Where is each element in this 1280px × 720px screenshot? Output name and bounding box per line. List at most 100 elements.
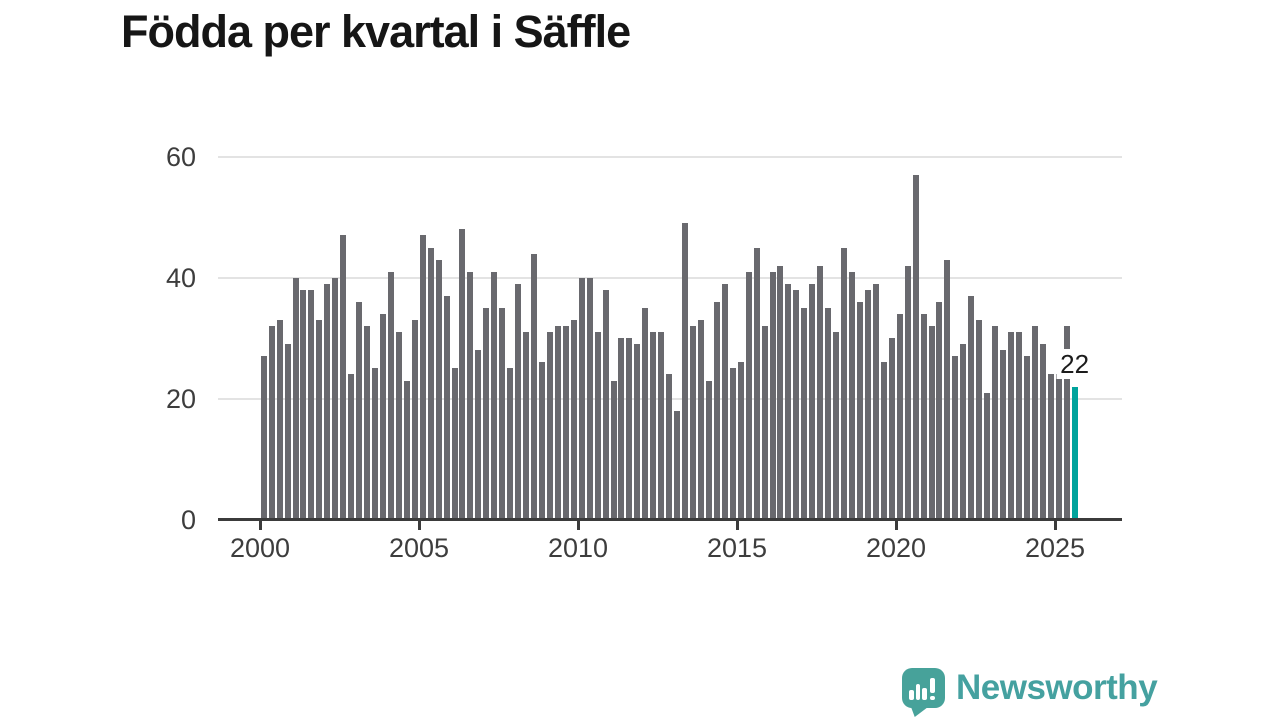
bar-2017-q1 bbox=[801, 308, 808, 520]
newsworthy-logo-text: Newsworthy bbox=[956, 668, 1158, 707]
bar-2004-q1 bbox=[387, 271, 394, 520]
bar-2001-q2 bbox=[300, 289, 307, 520]
bar-2003-q4 bbox=[379, 314, 386, 520]
x-axis-label-2010: 2010 bbox=[547, 533, 609, 563]
bar-2020-q1 bbox=[896, 314, 903, 520]
bar-2019-q4 bbox=[888, 338, 895, 520]
bar-2010-q2 bbox=[586, 277, 593, 520]
bar-2004-q4 bbox=[411, 320, 418, 520]
bar-2016-q4 bbox=[793, 289, 800, 520]
gridline-40 bbox=[218, 276, 1122, 279]
bar-2023-q4 bbox=[1015, 332, 1022, 520]
x-axis-label-2015: 2015 bbox=[706, 533, 768, 563]
bar-2007-q1 bbox=[483, 308, 490, 520]
x-axis-label-2000: 2000 bbox=[229, 533, 291, 563]
bar-2018-q2 bbox=[841, 247, 848, 520]
bar-2020-q4 bbox=[920, 314, 927, 520]
bar-2023-q3 bbox=[1008, 332, 1014, 520]
bar-2017-q3 bbox=[817, 265, 824, 520]
bar-2021-q1 bbox=[928, 326, 935, 520]
logo-mini-bar-2 bbox=[915, 684, 920, 700]
gridline-60 bbox=[218, 155, 1122, 158]
y-axis-label-20: 20 bbox=[165, 383, 196, 414]
bar-2011-q1 bbox=[610, 380, 617, 520]
bar-2025-q1 bbox=[1055, 374, 1062, 520]
bar-2002-q4 bbox=[348, 374, 355, 520]
x-axis-tick-2010 bbox=[576, 521, 580, 530]
bar-2009-q1 bbox=[546, 332, 553, 520]
bar-2016-q3 bbox=[785, 283, 792, 520]
bar-2011-q3 bbox=[626, 338, 633, 520]
logo-mini-bar-1 bbox=[909, 690, 914, 700]
bar-2006-q3 bbox=[467, 271, 474, 520]
bar-2012-q3 bbox=[658, 332, 665, 520]
bar-2000-q4 bbox=[284, 344, 291, 520]
bar-2021-q4 bbox=[952, 356, 959, 520]
x-axis-line bbox=[218, 518, 1122, 521]
bar-2002-q3 bbox=[340, 235, 347, 520]
bar-2013-q2 bbox=[682, 223, 689, 520]
bar-2012-q4 bbox=[666, 374, 673, 520]
bar-2005-q1 bbox=[419, 235, 426, 520]
logo-exclamation-mark bbox=[930, 678, 935, 693]
bar-2003-q2 bbox=[364, 326, 371, 520]
bar-2008-q1 bbox=[515, 283, 522, 520]
bar-2014-q4 bbox=[729, 368, 736, 520]
bar-2023-q2 bbox=[1000, 350, 1007, 520]
newsworthy-logo: Newsworthy bbox=[902, 664, 1158, 717]
bar-2010-q1 bbox=[578, 277, 585, 520]
bar-2013-q1 bbox=[674, 410, 681, 520]
bar-2010-q3 bbox=[594, 332, 601, 520]
bar-2022-q4 bbox=[984, 392, 991, 520]
bar-2004-q3 bbox=[403, 380, 410, 520]
bar-2013-q4 bbox=[697, 320, 704, 520]
bar-2019-q3 bbox=[880, 362, 887, 520]
bar-2024-q4 bbox=[1047, 374, 1054, 520]
x-axis-tick-2000 bbox=[258, 521, 262, 530]
speech-bubble-tail bbox=[911, 707, 928, 717]
y-axis-label-40: 40 bbox=[165, 262, 196, 293]
x-axis-label-2020: 2020 bbox=[865, 533, 927, 563]
bar-2000-q2 bbox=[268, 326, 275, 520]
bar-2015-q1 bbox=[737, 362, 744, 520]
bar-2012-q2 bbox=[650, 332, 657, 520]
bar-2017-q4 bbox=[825, 308, 832, 520]
y-axis-label-60: 60 bbox=[165, 141, 196, 172]
bar-2001-q3 bbox=[308, 289, 315, 520]
y-axis-label-0: 0 bbox=[180, 504, 196, 535]
bar-2000-q1 bbox=[260, 356, 267, 520]
bar-2008-q3 bbox=[531, 253, 537, 520]
bar-2020-q3 bbox=[912, 175, 919, 520]
x-axis-tick-2015 bbox=[735, 521, 739, 530]
bar-2023-q1 bbox=[992, 326, 999, 520]
x-axis-tick-2025 bbox=[1053, 521, 1057, 530]
bar-2002-q2 bbox=[332, 277, 339, 520]
bar-2008-q2 bbox=[523, 332, 530, 520]
logo-exclamation-dot bbox=[930, 695, 935, 700]
bar-2006-q4 bbox=[475, 350, 482, 520]
bar-2003-q1 bbox=[356, 301, 363, 520]
bar-2015-q2 bbox=[745, 271, 752, 520]
bar-2013-q3 bbox=[690, 326, 696, 520]
bar-2010-q4 bbox=[602, 289, 609, 520]
bar-2007-q4 bbox=[507, 368, 514, 520]
x-axis-tick-2020 bbox=[894, 521, 898, 530]
bar-2014-q3 bbox=[721, 283, 728, 520]
bar-2022-q3 bbox=[976, 320, 983, 520]
bar-2003-q3 bbox=[372, 368, 378, 520]
bar-2007-q2 bbox=[491, 271, 498, 520]
bar-2021-q2 bbox=[936, 301, 943, 520]
bar-2016-q1 bbox=[769, 271, 776, 520]
x-axis-label-2025: 2025 bbox=[1024, 533, 1086, 563]
chart-title: Födda per kvartal i Säffle bbox=[121, 6, 631, 57]
bar-2019-q1 bbox=[864, 289, 871, 520]
logo-mini-bar-3 bbox=[922, 688, 927, 700]
bar-2022-q2 bbox=[968, 295, 975, 520]
bar-2005-q2 bbox=[427, 247, 434, 520]
bar-2024-q1 bbox=[1023, 356, 1030, 520]
bar-2024-q2 bbox=[1031, 326, 1038, 520]
bar-2011-q2 bbox=[618, 338, 625, 520]
bar-2017-q2 bbox=[809, 283, 816, 520]
bar-2019-q2 bbox=[872, 283, 879, 520]
